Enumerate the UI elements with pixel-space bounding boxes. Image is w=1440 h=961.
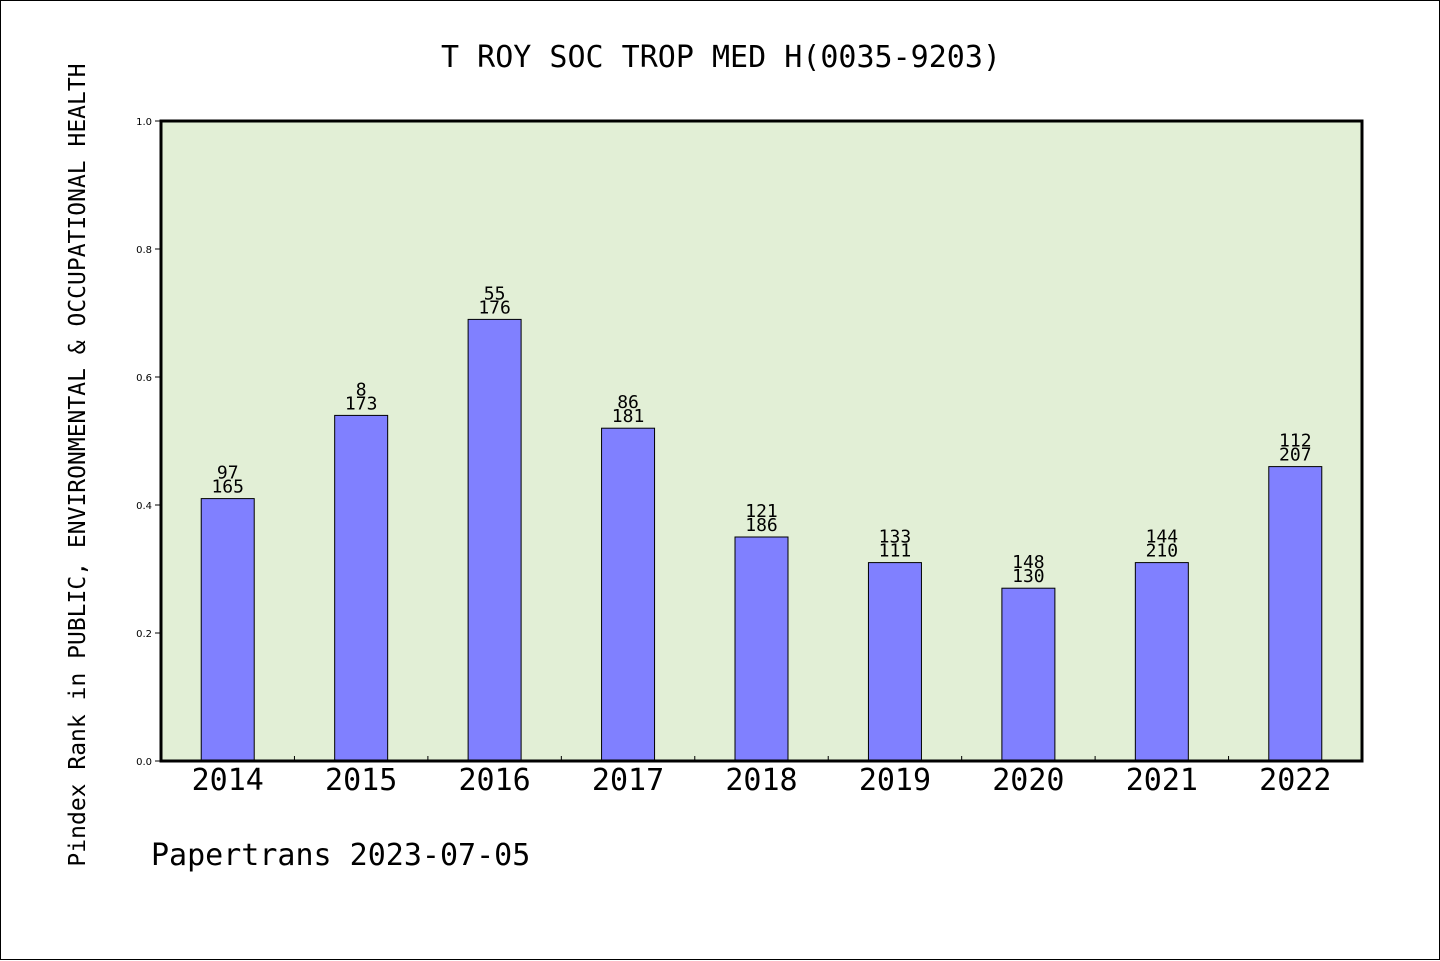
data-label-top: 8 — [356, 379, 367, 400]
y-axis: 0.0 0.2 0.4 0.6 0.8 1.0 — [136, 117, 161, 768]
data-label-bottom: 207 — [1279, 445, 1312, 466]
y-tick-label: 0.2 — [136, 629, 152, 640]
x-tick-label: 2020 — [992, 763, 1064, 798]
data-label-bottom: 181 — [612, 406, 645, 427]
data-label-top: 121 — [745, 501, 778, 522]
data-label-top: 144 — [1146, 527, 1179, 548]
data-label-top: 148 — [1012, 552, 1045, 573]
bar-2022 — [1268, 466, 1323, 762]
bar-2016 — [467, 318, 522, 762]
y-axis-label: Pindex Rank in PUBLIC, ENVIRONMENTAL & O… — [65, 63, 91, 866]
bar-2014 — [200, 498, 255, 762]
footer-credit: Papertrans 2023-07-05 — [151, 838, 530, 873]
data-label-bottom: 186 — [745, 515, 778, 536]
data-label-bottom: 173 — [345, 393, 378, 414]
x-tick-label: 2021 — [1126, 763, 1198, 798]
data-label-top: 97 — [217, 463, 239, 484]
x-tick-label: 2017 — [592, 763, 664, 798]
data-label-top: 86 — [617, 392, 639, 413]
data-label-bottom: 165 — [211, 477, 244, 498]
bar-2021 — [1134, 562, 1189, 762]
plot-border — [159, 119, 1364, 763]
x-tick-label: 2016 — [458, 763, 530, 798]
y-tick-label: 0.6 — [136, 373, 152, 384]
y-tick-label: 0.0 — [136, 757, 152, 768]
x-tick-label: 2022 — [1259, 763, 1331, 798]
bar-2019 — [867, 562, 922, 762]
x-tick-label: 2015 — [325, 763, 397, 798]
x-tick-label: 2014 — [192, 763, 264, 798]
y-tick-label: 1.0 — [136, 117, 152, 128]
y-tick-label: 0.4 — [136, 501, 152, 512]
data-label-bottom: 176 — [478, 297, 511, 318]
x-tick-label: 2019 — [859, 763, 931, 798]
data-label-top: 55 — [484, 283, 506, 304]
x-tick-label: 2018 — [725, 763, 797, 798]
bar-2018 — [734, 536, 789, 762]
bar-2015 — [334, 414, 389, 762]
data-label-top: 133 — [879, 527, 912, 548]
x-axis: 2014 2015 2016 2017 2018 2019 2020 2021 2022 — [192, 756, 1331, 798]
data-label-bottom: 210 — [1146, 541, 1179, 562]
data-label-bottom: 130 — [1012, 566, 1045, 587]
chart-title: T ROY SOC TROP MED H(0035-9203) — [441, 40, 1001, 75]
data-label-top: 112 — [1279, 431, 1312, 452]
y-tick-label: 0.8 — [136, 245, 152, 256]
bar-2017 — [601, 427, 656, 762]
bar-2020 — [1001, 587, 1056, 762]
data-label-bottom: 111 — [879, 541, 912, 562]
